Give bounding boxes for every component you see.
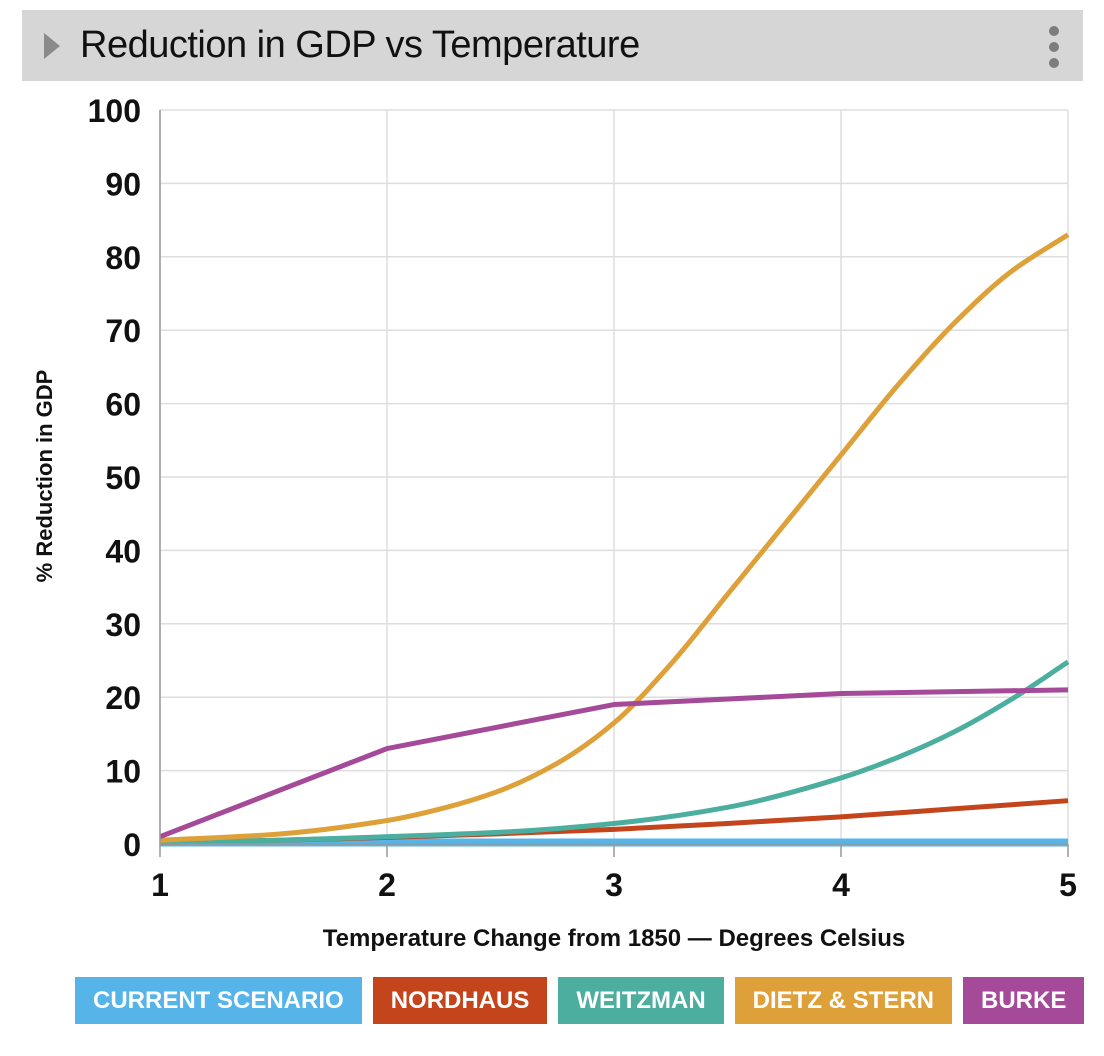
chart-header: Reduction in GDP vs Temperature xyxy=(22,10,1083,81)
y-tick-label: 30 xyxy=(105,607,141,643)
legend-item-dietz-stern[interactable]: DIETZ & STERN xyxy=(734,977,953,1024)
series-line-burke[interactable] xyxy=(159,687,1069,839)
x-axis-title: Temperature Change from 1850 — Degrees C… xyxy=(323,925,905,952)
legend-item-weitzman[interactable]: WEITZMAN xyxy=(558,977,724,1024)
series-line-dietz-stern[interactable] xyxy=(159,232,1070,843)
y-tick-label: 40 xyxy=(105,533,141,569)
y-tick-label: 70 xyxy=(105,313,141,349)
series-line-weitzman[interactable] xyxy=(159,659,1070,846)
y-tick-label: 80 xyxy=(105,240,141,276)
legend-item-current-scenario[interactable]: CURRENT SCENARIO xyxy=(75,977,362,1024)
chart-menu-button[interactable] xyxy=(1041,26,1067,68)
legend-item-nordhaus[interactable]: NORDHAUS xyxy=(372,977,548,1024)
vertical-ellipsis-icon xyxy=(1049,58,1059,68)
y-tick-label: 100 xyxy=(88,93,141,129)
y-tick-label: 90 xyxy=(105,166,141,202)
chart-legend: CURRENT SCENARIO NORDHAUS WEITZMAN DIETZ & … xyxy=(75,977,1085,1024)
vertical-ellipsis-icon xyxy=(1049,26,1059,36)
legend-item-burke[interactable]: BURKE xyxy=(963,977,1085,1024)
y-axis-title: % Reduction in GDP xyxy=(32,370,57,583)
y-tick-label: 20 xyxy=(105,680,141,716)
x-tick-label: 4 xyxy=(832,867,850,903)
y-tick-label: 0 xyxy=(123,827,141,863)
x-tick-label: 3 xyxy=(605,867,623,903)
vertical-ellipsis-icon xyxy=(1049,42,1059,52)
x-tick-label: 1 xyxy=(151,867,169,903)
x-tick-label: 2 xyxy=(378,867,396,903)
chart-title: Reduction in GDP vs Temperature xyxy=(80,24,640,66)
y-tick-label: 50 xyxy=(105,460,141,496)
x-tick-label: 5 xyxy=(1059,867,1077,903)
triangle-right-icon[interactable] xyxy=(44,33,60,59)
y-tick-label: 60 xyxy=(105,387,141,423)
y-tick-label: 10 xyxy=(105,754,141,790)
